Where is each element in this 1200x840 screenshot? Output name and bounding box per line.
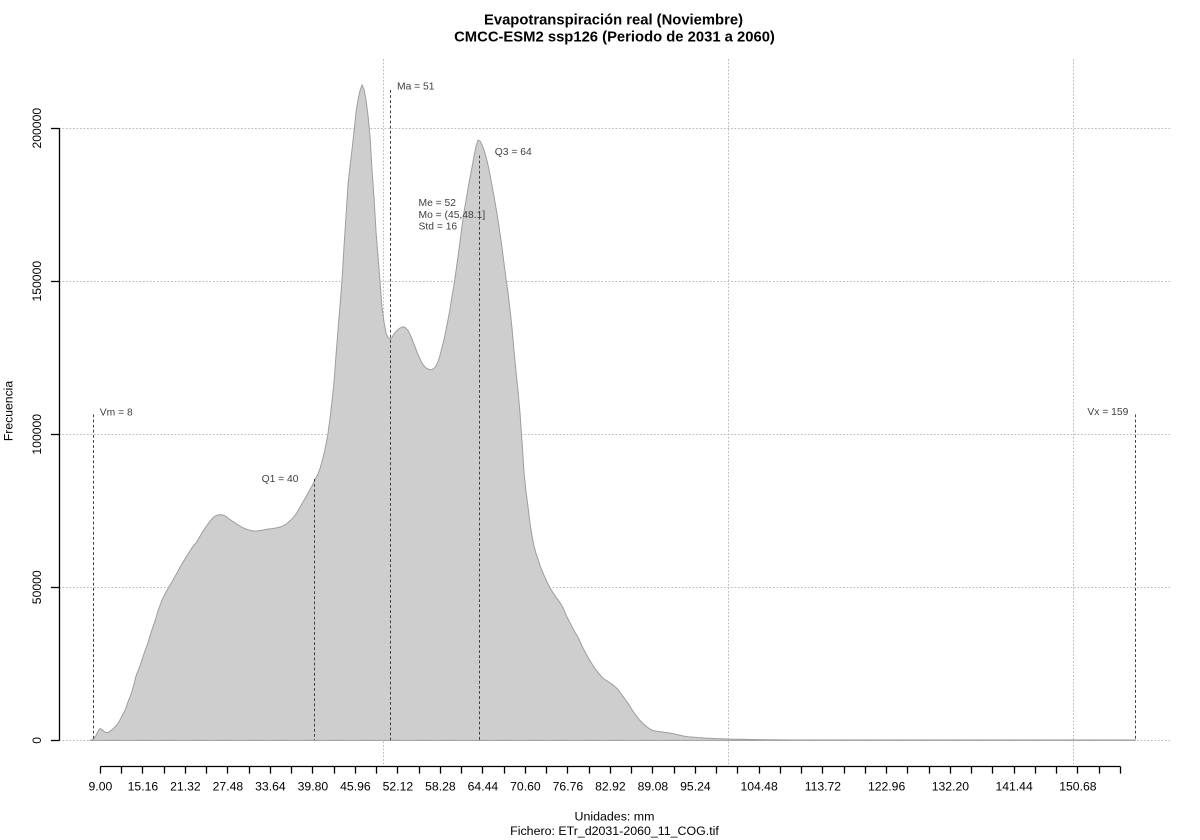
svg-text:100000: 100000 <box>30 414 44 455</box>
svg-text:95.24: 95.24 <box>680 780 711 794</box>
svg-text:45.96: 45.96 <box>340 780 371 794</box>
svg-text:9.00: 9.00 <box>89 780 113 794</box>
svg-text:Ma = 51: Ma = 51 <box>397 82 435 93</box>
svg-text:113.72: 113.72 <box>805 780 842 794</box>
svg-text:150.68: 150.68 <box>1059 780 1096 794</box>
svg-text:150000: 150000 <box>30 261 44 302</box>
svg-text:39.80: 39.80 <box>298 780 329 794</box>
svg-text:0: 0 <box>30 737 44 744</box>
svg-text:Mo = (45,48.1]: Mo = (45,48.1] <box>419 210 486 221</box>
svg-text:58.28: 58.28 <box>425 780 456 794</box>
svg-text:76.76: 76.76 <box>553 780 584 794</box>
svg-text:141.44: 141.44 <box>995 780 1032 794</box>
svg-text:21.32: 21.32 <box>170 780 201 794</box>
svg-text:64.44: 64.44 <box>468 780 499 794</box>
svg-text:Q3 = 64: Q3 = 64 <box>495 147 532 158</box>
svg-text:Vx = 159: Vx = 159 <box>1087 407 1128 418</box>
svg-text:70.60: 70.60 <box>510 780 541 794</box>
svg-text:132.20: 132.20 <box>932 780 969 794</box>
svg-text:27.48: 27.48 <box>213 780 244 794</box>
svg-text:52.12: 52.12 <box>383 780 414 794</box>
svg-text:CMCC-ESM2 ssp126 (Periodo de 2: CMCC-ESM2 ssp126 (Periodo de 2031 a 2060… <box>454 29 775 45</box>
svg-text:Fichero: ETr_d2031-2060_11_COG: Fichero: ETr_d2031-2060_11_COG.tif <box>510 824 719 838</box>
svg-text:Q1 = 40: Q1 = 40 <box>262 474 299 485</box>
svg-text:200000: 200000 <box>30 108 44 149</box>
svg-text:Evapotranspiración real (Novie: Evapotranspiración real (Noviembre) <box>484 13 743 29</box>
svg-text:Std = 16: Std = 16 <box>419 222 458 233</box>
svg-text:50000: 50000 <box>30 570 44 604</box>
svg-text:104.48: 104.48 <box>740 780 777 794</box>
svg-text:Unidades: mm: Unidades: mm <box>575 810 655 824</box>
svg-text:82.92: 82.92 <box>595 780 626 794</box>
svg-text:15.16: 15.16 <box>128 780 159 794</box>
svg-text:Vm = 8: Vm = 8 <box>100 408 133 419</box>
svg-text:Me = 52: Me = 52 <box>419 198 457 209</box>
svg-text:122.96: 122.96 <box>868 780 905 794</box>
svg-text:Frecuencia: Frecuencia <box>2 381 16 442</box>
svg-text:33.64: 33.64 <box>255 780 286 794</box>
svg-text:89.08: 89.08 <box>638 780 669 794</box>
